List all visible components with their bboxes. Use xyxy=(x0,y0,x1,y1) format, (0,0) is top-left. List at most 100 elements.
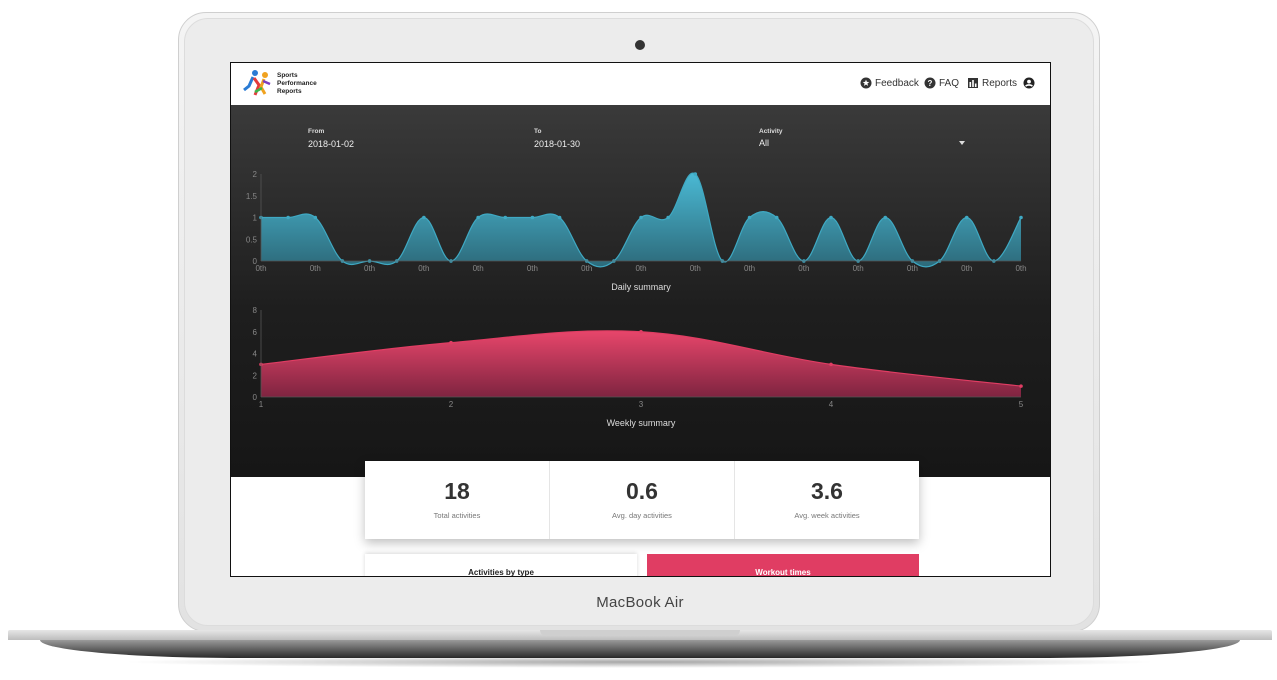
data-point xyxy=(693,172,698,176)
stat-label: Avg. week activities xyxy=(794,511,860,520)
x-tick-label: 2 xyxy=(449,400,454,409)
data-point xyxy=(747,215,752,220)
account-circle-icon xyxy=(1023,77,1035,89)
y-tick-label: 1 xyxy=(253,214,258,223)
logo-text: Sports Performance Reports xyxy=(277,72,327,96)
runners-logo-icon[interactable] xyxy=(241,68,277,100)
x-tick-label: 0th xyxy=(418,264,429,273)
data-point xyxy=(1019,215,1023,220)
data-point xyxy=(639,329,643,334)
data-point xyxy=(883,215,888,220)
x-tick-label: 3 xyxy=(639,400,644,409)
help-circle-icon: ? xyxy=(924,77,936,89)
data-point xyxy=(286,215,290,220)
laptop-shadow xyxy=(120,656,1160,668)
to-label: To xyxy=(534,128,542,135)
activity-label: Activity xyxy=(759,128,783,135)
svg-text:?: ? xyxy=(928,79,933,88)
nav-reports-label: Reports xyxy=(982,77,1018,89)
device-brand-label: MacBook Air xyxy=(596,594,684,611)
from-date-input[interactable]: 2018-01-02 xyxy=(308,139,355,149)
data-point xyxy=(639,215,643,220)
x-tick-label: 0th xyxy=(527,264,538,273)
nav-feedback[interactable]: Feedback xyxy=(860,77,919,89)
data-point xyxy=(313,215,318,220)
to-date-input[interactable]: 2018-01-30 xyxy=(534,139,581,149)
nav-faq-label: FAQ xyxy=(939,77,960,89)
data-point xyxy=(1019,384,1023,388)
nav-faq[interactable]: ? FAQ xyxy=(924,77,959,89)
x-tick-label: 0th xyxy=(473,264,484,273)
data-point xyxy=(964,215,969,220)
series-area xyxy=(261,330,1021,397)
x-tick-label: 4 xyxy=(829,400,834,409)
stat-value: 3.6 xyxy=(811,478,843,504)
nav-feedback-label: Feedback xyxy=(875,77,919,89)
data-point xyxy=(557,215,562,220)
daily-summary-chart: 0 0.5 1 1.5 2 0th 0th 0th 0th 0th 0th 0th 0th 0th 0th 0… xyxy=(246,170,1027,292)
chevron-down-icon[interactable] xyxy=(959,141,965,145)
data-point xyxy=(829,215,833,220)
x-tick-label: 0th xyxy=(364,264,375,273)
laptop-base-bottom xyxy=(40,640,1240,658)
app-screen: Sports Performance Reports Feedback ? FA… xyxy=(230,62,1051,577)
data-point xyxy=(503,215,508,220)
workout-times-panel[interactable]: Workout times xyxy=(647,554,919,576)
stat-label: Avg. day activities xyxy=(612,511,672,520)
y-tick-label: 2 xyxy=(253,371,258,380)
x-tick-label: 0th xyxy=(581,264,592,273)
stat-avg-week-activities: 3.6 Avg. week activities xyxy=(734,461,919,539)
dashboard-panel: From 2018-01-02 To 2018-01-30 Activity A… xyxy=(231,105,1050,477)
x-tick-label: 5 xyxy=(1019,400,1024,409)
logo-text-line: Performance xyxy=(277,80,317,87)
account-button[interactable] xyxy=(1023,77,1035,89)
chart-title: Daily summary xyxy=(611,282,671,292)
x-tick-label: 0th xyxy=(853,264,864,273)
stat-value: 0.6 xyxy=(626,478,658,504)
weekly-summary-chart: 0 2 4 6 8 1 2 3 4 5 Weekly summary xyxy=(253,306,1024,428)
stats-card: 18 Total activities 0.6 Avg. day activit… xyxy=(365,461,919,539)
x-tick-label: 0th xyxy=(635,264,646,273)
x-tick-label: 0th xyxy=(798,264,809,273)
y-tick-label: 2 xyxy=(253,170,258,179)
x-tick-label: 0th xyxy=(310,264,321,273)
y-tick-label: 8 xyxy=(253,306,258,315)
data-point xyxy=(530,215,535,220)
data-point xyxy=(422,215,426,220)
stat-total-activities: 18 Total activities xyxy=(365,461,549,539)
series-line xyxy=(260,172,1022,268)
nav-reports[interactable]: Reports xyxy=(967,77,1017,89)
x-tick-label: 0th xyxy=(1015,264,1026,273)
laptop-notch xyxy=(540,630,740,636)
app-header: Sports Performance Reports Feedback ? FA… xyxy=(231,63,1050,105)
camera-icon xyxy=(635,40,645,50)
x-tick-label: 1 xyxy=(259,400,264,409)
data-point xyxy=(774,215,779,220)
series-area xyxy=(261,173,1021,267)
activity-select[interactable]: All xyxy=(759,138,770,148)
chart-title: Weekly summary xyxy=(607,418,676,428)
y-tick-label: 1.5 xyxy=(246,192,258,201)
y-tick-label: 0 xyxy=(253,393,258,402)
data-point xyxy=(449,340,453,345)
bar-chart-icon xyxy=(968,78,978,88)
stat-label: Total activities xyxy=(433,511,481,520)
y-tick-label: 4 xyxy=(253,350,258,359)
x-tick-label: 0th xyxy=(255,264,266,273)
y-tick-label: 6 xyxy=(253,328,258,337)
data-point xyxy=(666,215,670,220)
from-label: From xyxy=(308,128,325,135)
x-tick-label: 0th xyxy=(744,264,755,273)
y-tick-label: 0 xyxy=(253,257,258,266)
activities-by-type-panel[interactable]: Activities by type xyxy=(365,554,637,576)
stat-avg-day-activities: 0.6 Avg. day activities xyxy=(549,461,734,539)
y-tick-label: 0.5 xyxy=(246,235,258,244)
logo-text-line: Reports xyxy=(277,88,302,95)
stat-value: 18 xyxy=(444,478,470,504)
x-tick-label: 0th xyxy=(690,264,701,273)
star-circle-icon xyxy=(860,77,872,89)
data-point xyxy=(829,362,833,367)
logo-text-line: Sports xyxy=(277,72,298,79)
x-tick-label: 0th xyxy=(907,264,918,273)
